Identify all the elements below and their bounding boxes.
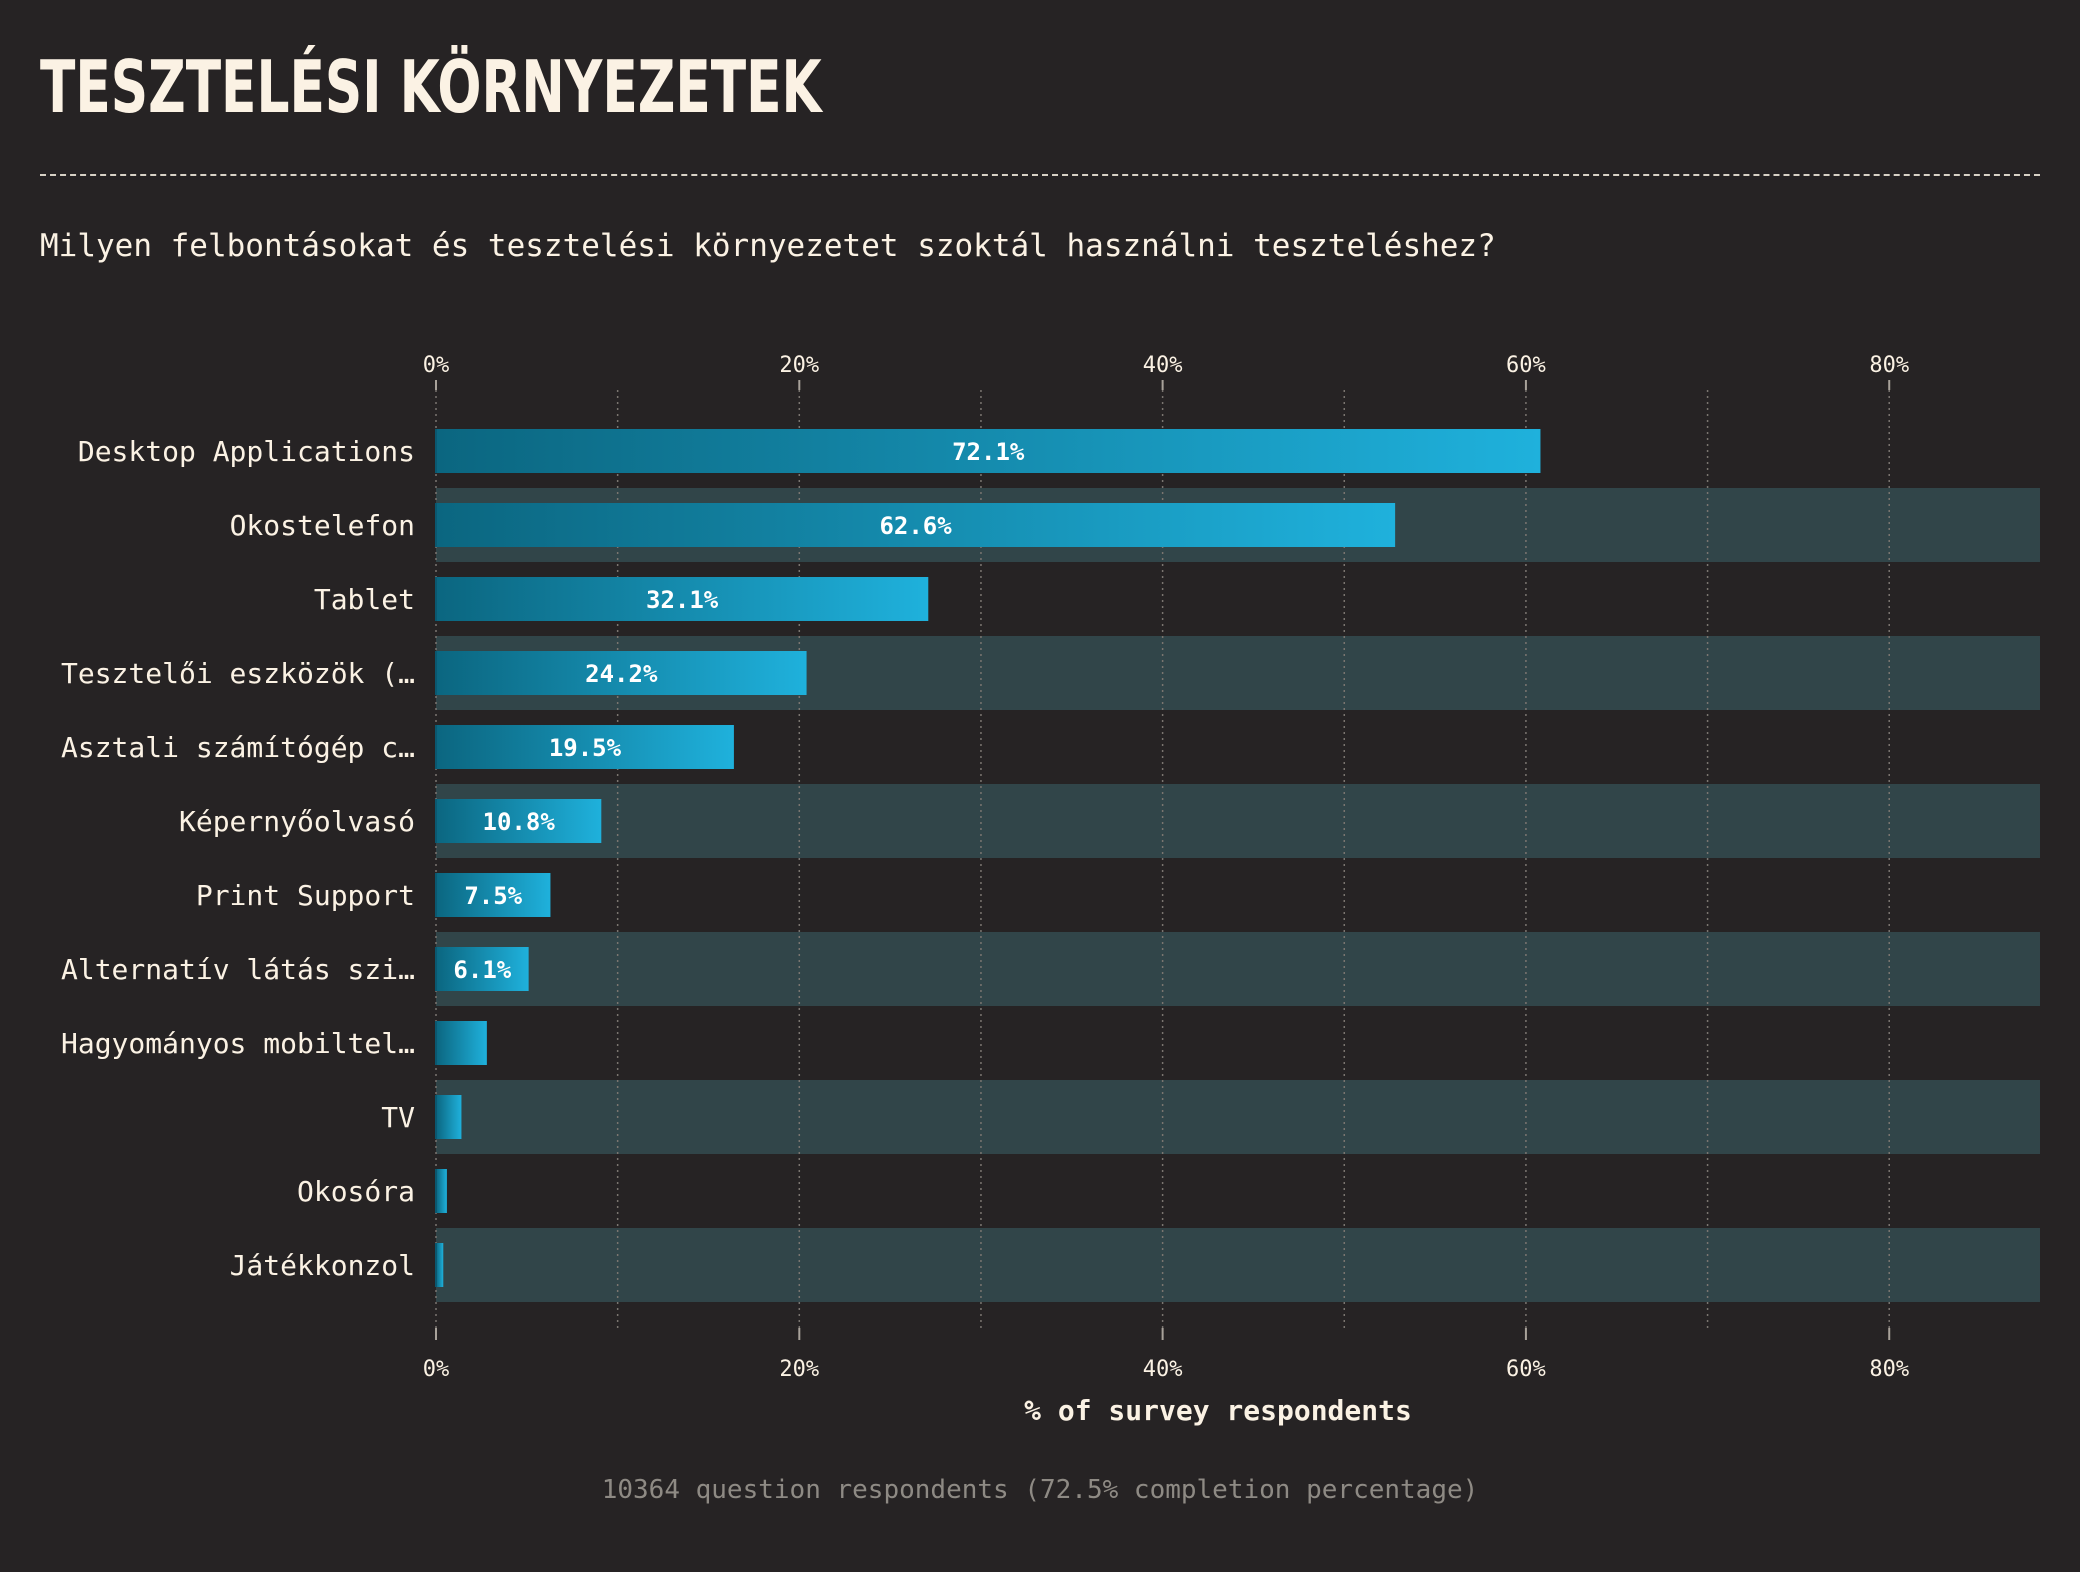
bar-value-label: 10.8%	[483, 808, 556, 836]
category-label: Desktop Applications	[78, 435, 415, 468]
bar	[436, 1243, 444, 1287]
category-label: Okosóra	[297, 1175, 415, 1208]
bar	[436, 1169, 447, 1213]
category-label: Hagyományos mobiltel…	[61, 1027, 415, 1060]
bar-value-label: 32.1%	[646, 586, 719, 614]
row-band	[436, 1228, 2040, 1302]
row-band	[436, 932, 2040, 1006]
bar-value-label: 24.2%	[585, 660, 658, 688]
x-tick-label: 40%	[1143, 353, 1183, 378]
category-label: Képernyőolvasó	[179, 805, 415, 838]
bar-value-label: 19.5%	[549, 734, 622, 762]
category-label: Játékkonzol	[230, 1249, 415, 1282]
category-label: TV	[381, 1101, 415, 1134]
bar	[436, 799, 602, 843]
category-label: Asztali számítógép c…	[61, 731, 415, 764]
x-tick-label: 60%	[1506, 353, 1546, 378]
x-tick-label: 40%	[1143, 1357, 1183, 1382]
bars: 72.1% 62.6% 32.1% 24.2% 19.5% 10.8% 7.5% 6.1%	[435, 429, 1541, 1287]
bar	[436, 577, 929, 621]
category-label: Tablet	[314, 583, 415, 616]
row-band	[436, 784, 2040, 858]
respondents-footer: 10364 question respondents (72.5% comple…	[601, 1475, 1479, 1505]
row-bands	[436, 488, 2040, 1302]
bar-value-label: 7.5%	[464, 882, 522, 910]
bar	[436, 947, 529, 991]
x-tick-label: 0%	[423, 353, 450, 378]
category-labels: Desktop Applications Okostelefon Tablet Tes…	[61, 435, 415, 1282]
chart-subtitle: Milyen felbontásokat és tesztelési körny…	[40, 228, 1496, 264]
bar-value-label: 6.1%	[453, 956, 511, 984]
bar	[436, 1095, 462, 1139]
bar	[436, 725, 734, 769]
bar	[436, 1021, 487, 1065]
category-label: Print Support	[196, 879, 415, 912]
title-divider	[40, 174, 2040, 176]
bar	[436, 873, 551, 917]
x-tick-label: 20%	[779, 353, 819, 378]
x-tick-label: 20%	[779, 1357, 819, 1382]
x-tick-label: 80%	[1869, 353, 1909, 378]
bar-value-label: 62.6%	[879, 512, 952, 540]
bar	[436, 429, 1541, 473]
x-axis-label: % of survey respondents	[1024, 1394, 1412, 1427]
x-tick-label: 60%	[1506, 1357, 1546, 1382]
row-band	[436, 1080, 2040, 1154]
bar-value-label: 72.1%	[952, 438, 1025, 466]
x-tick-label: 80%	[1869, 1357, 1909, 1382]
bar-chart: 72.1% 62.6% 32.1% 24.2% 19.5% 10.8% 7.5% 6.1% D…	[61, 353, 2040, 1427]
bar	[436, 503, 1396, 547]
axis-ticks: 0% 0% 20% 20% 40% 40% 60% 60% 80% 80%	[423, 353, 1909, 1382]
chart-title: TESZTELÉSI KÖRNYEZETEK	[40, 45, 822, 129]
bar	[436, 651, 807, 695]
x-tick-label: 0%	[423, 1357, 450, 1382]
category-label: Tesztelői eszközök (…	[61, 657, 415, 690]
category-label: Okostelefon	[230, 509, 415, 542]
category-label: Alternatív látás szi…	[61, 953, 415, 986]
